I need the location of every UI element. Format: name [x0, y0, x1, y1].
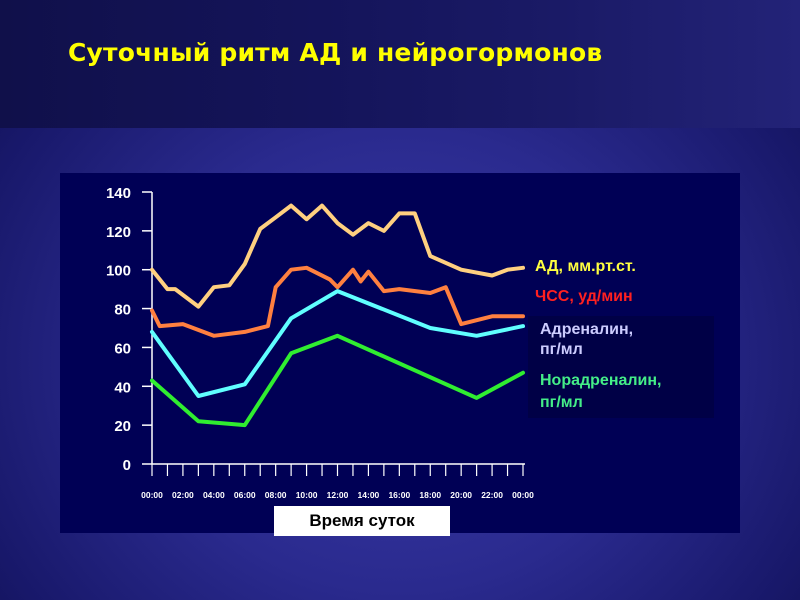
- series-line-3: [150, 333, 525, 428]
- x-axis-title-box: Время суток: [274, 506, 450, 536]
- x-axis-title: Время суток: [309, 511, 415, 530]
- y-tick-label: 20: [114, 418, 131, 435]
- y-tick-label: 120: [106, 224, 131, 241]
- x-tick-label: 00:00: [512, 490, 534, 500]
- slide-title: Суточный ритм АД и нейрогормонов: [68, 38, 603, 67]
- x-tick-label: 14:00: [358, 490, 380, 500]
- x-tick-label: 12:00: [327, 490, 349, 500]
- y-tick-label: 80: [114, 302, 131, 319]
- legend-background: [528, 316, 714, 418]
- series-line-0: [150, 203, 525, 309]
- series-line-1: [150, 265, 525, 338]
- x-tick-label: 06:00: [234, 490, 256, 500]
- x-tick-label: 02:00: [172, 490, 194, 500]
- series-lines: [150, 203, 525, 428]
- legend-label-adrenaline-line2: пг/мл: [540, 341, 583, 358]
- x-tick-label: 22:00: [481, 490, 503, 500]
- y-tick-label: 60: [114, 340, 131, 357]
- x-tick-label: 20:00: [450, 490, 472, 500]
- y-tick-label: 0: [123, 457, 131, 474]
- header-band: [0, 0, 800, 128]
- legend-label-noradrenaline-line2: пг/мл: [540, 394, 583, 411]
- x-tick-label: 00:00: [141, 490, 163, 500]
- y-tick-label: 100: [106, 263, 131, 280]
- y-tick-label: 40: [114, 379, 131, 396]
- legend-label-adrenaline-line1: Адреналин,: [540, 321, 634, 338]
- legend-label-heart-rate: ЧСС, уд/мин: [535, 288, 633, 305]
- x-tick-label: 04:00: [203, 490, 225, 500]
- x-tick-label: 08:00: [265, 490, 287, 500]
- x-tick-label: 18:00: [419, 490, 441, 500]
- legend-label-bp: АД, мм.рт.ст.: [535, 258, 636, 275]
- x-tick-label: 16:00: [388, 490, 410, 500]
- legend-label-noradrenaline-line1: Норадреналин,: [540, 372, 662, 389]
- x-tick-label: 10:00: [296, 490, 318, 500]
- series-line-2: [150, 289, 525, 398]
- y-tick-label: 140: [106, 185, 131, 202]
- axes: 0 20 40 60 80 100 120 140 00:00 02:00 04:00 06:00 08…: [106, 185, 534, 500]
